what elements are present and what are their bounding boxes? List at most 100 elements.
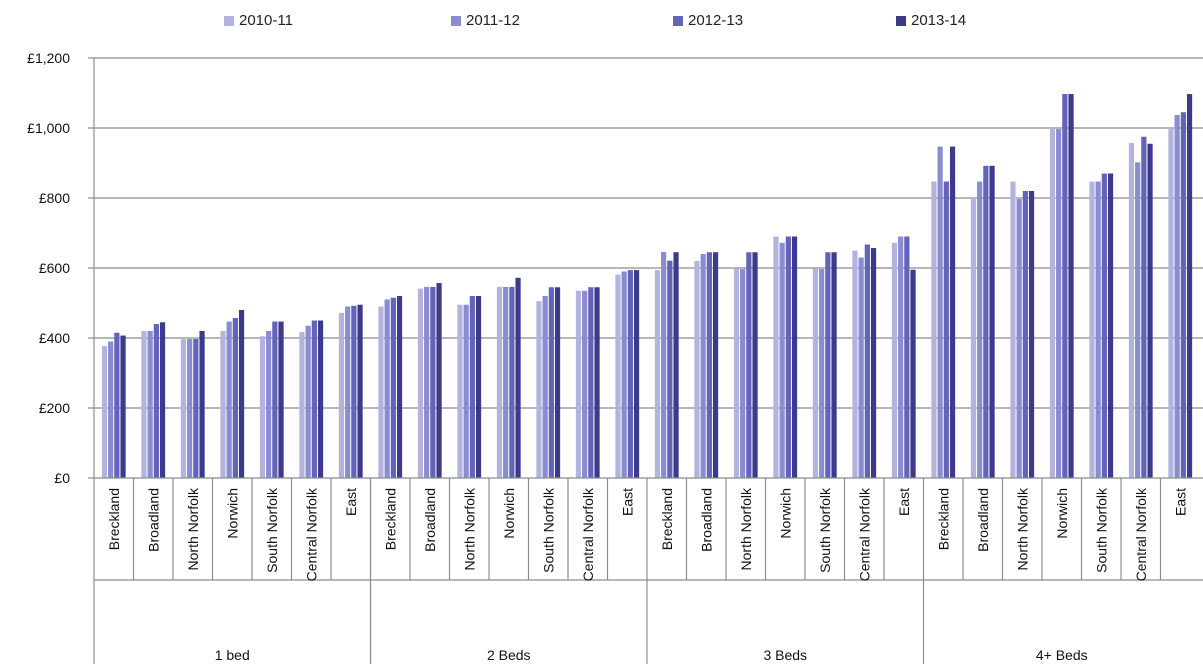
x-tick-label: Broadland — [975, 488, 991, 552]
legend-swatch — [224, 15, 234, 26]
bar — [852, 250, 858, 478]
bar — [259, 336, 266, 478]
x-tick-label: North Norfolk — [461, 487, 477, 570]
bar — [357, 304, 363, 478]
bar — [712, 252, 719, 478]
bar — [694, 261, 700, 478]
bar — [153, 324, 159, 478]
legend-item: 2012-13 — [673, 12, 743, 29]
legend-label: 2010-11 — [239, 12, 293, 29]
x-tick-label: Norwich — [501, 488, 517, 539]
bar — [509, 286, 515, 478]
bar — [232, 318, 238, 478]
bar — [594, 287, 600, 478]
bar — [673, 252, 679, 478]
bar — [831, 252, 837, 478]
bar — [1095, 181, 1101, 479]
bar — [1101, 173, 1107, 478]
bar — [396, 296, 403, 478]
bar — [1089, 181, 1095, 479]
bar — [193, 339, 199, 478]
bar — [1168, 129, 1174, 479]
group-label: 2 Beds — [487, 647, 531, 663]
legend-item: 2011-12 — [451, 12, 520, 29]
bar — [989, 165, 995, 479]
bar — [740, 269, 746, 478]
bar — [548, 287, 554, 478]
bar — [870, 248, 877, 478]
bar — [496, 286, 503, 478]
bar — [1056, 129, 1062, 479]
bar — [931, 181, 937, 479]
bar — [311, 320, 317, 478]
bar — [199, 331, 205, 478]
bar — [1022, 191, 1028, 478]
bar — [977, 181, 983, 479]
bar — [390, 297, 396, 478]
bar — [582, 290, 588, 478]
y-tick-label: £600 — [39, 260, 70, 276]
bar — [1180, 112, 1186, 478]
bar — [1107, 173, 1114, 478]
x-tick-label: Central Norfolk — [1133, 487, 1149, 581]
legend-swatch — [673, 15, 683, 26]
bar — [554, 287, 561, 478]
x-tick-label: Breckland — [659, 488, 675, 550]
bar — [733, 268, 740, 478]
x-tick-label: Breckland — [382, 488, 398, 550]
x-tick-label: East — [1172, 488, 1188, 516]
group-label: 1 bed — [215, 647, 250, 663]
x-tick-label: East — [343, 488, 359, 516]
bar — [819, 269, 825, 478]
bar — [661, 251, 667, 478]
bar — [108, 341, 114, 478]
bar — [278, 321, 284, 478]
x-tick-label: Norwich — [1054, 488, 1070, 539]
bar — [503, 286, 509, 478]
bar — [463, 304, 469, 478]
bar — [983, 165, 989, 479]
group-label: 3 Beds — [763, 647, 807, 663]
y-tick-label: £200 — [39, 400, 70, 416]
bar — [1068, 94, 1074, 479]
bar — [1049, 129, 1056, 479]
bar — [272, 321, 278, 478]
legend-swatch — [451, 15, 461, 26]
bar — [949, 146, 956, 479]
bar — [180, 338, 187, 478]
bar — [937, 146, 943, 479]
bar — [542, 296, 548, 478]
bar — [746, 252, 752, 478]
bar — [1010, 181, 1016, 479]
group-label: 4+ Beds — [1036, 647, 1088, 663]
bar — [147, 331, 153, 478]
bar — [159, 322, 166, 478]
chart-legend: 2010-11 2011-12 2012-13 2013-14 — [0, 12, 1203, 36]
bar — [515, 277, 521, 478]
y-tick-label: £800 — [39, 190, 70, 206]
bar — [338, 312, 345, 478]
bar — [1174, 115, 1180, 479]
bar — [654, 270, 661, 478]
x-tick-label: South Norfolk — [540, 487, 556, 573]
bar — [1135, 162, 1141, 479]
bar — [266, 331, 272, 478]
bar — [667, 260, 673, 478]
x-tick-label: South Norfolk — [1093, 487, 1109, 573]
x-tick-label: Broadland — [145, 488, 161, 552]
bar — [226, 321, 232, 478]
bar — [114, 332, 120, 478]
bar — [706, 252, 712, 478]
bar — [864, 244, 870, 478]
bar — [1128, 143, 1135, 479]
bar — [910, 269, 916, 478]
bar — [904, 236, 910, 478]
bar — [615, 274, 621, 478]
legend-swatch — [896, 15, 906, 26]
bar — [141, 331, 147, 478]
y-tick-label: £0 — [54, 470, 70, 486]
axes — [88, 57, 1203, 664]
x-tick-label: Central Norfolk — [856, 487, 872, 581]
bar — [187, 339, 193, 478]
